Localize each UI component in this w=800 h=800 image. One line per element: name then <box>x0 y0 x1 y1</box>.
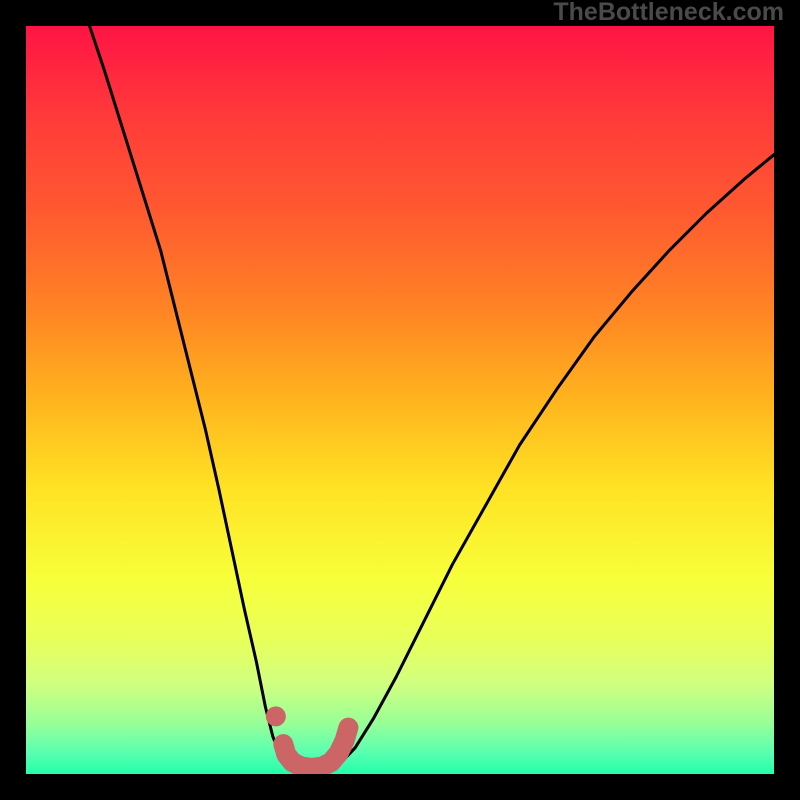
marker-dot <box>266 706 286 726</box>
marker-u-shape <box>283 728 348 768</box>
bottleneck-curve <box>90 26 774 771</box>
watermark-text: TheBottleneck.com <box>553 0 784 25</box>
plot-area <box>26 26 774 774</box>
chart-svg <box>26 26 774 774</box>
